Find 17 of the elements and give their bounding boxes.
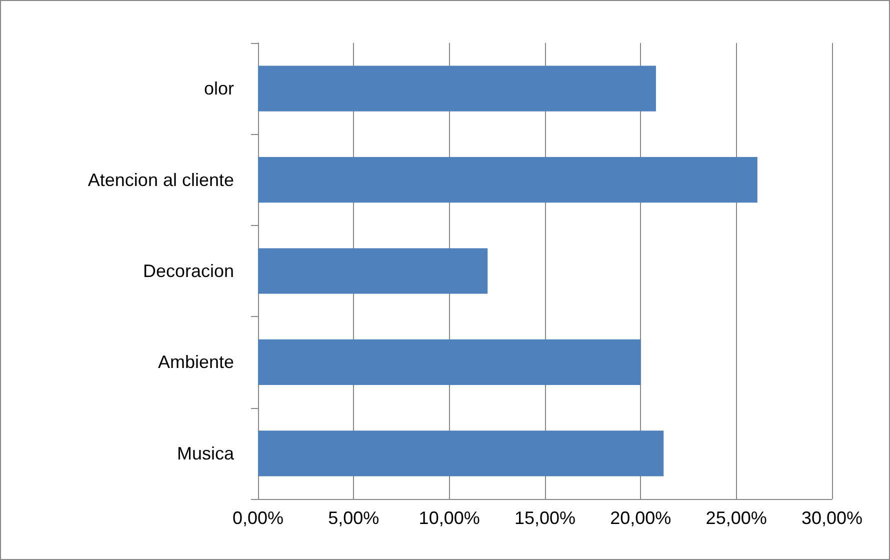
- x-tick-label: 30,00%: [801, 508, 863, 528]
- x-tick-label: 10,00%: [418, 508, 480, 528]
- bar: [258, 430, 664, 476]
- x-tick-label: 5,00%: [328, 508, 380, 528]
- bar: [258, 248, 488, 294]
- x-tick-label: 0,00%: [232, 508, 284, 528]
- y-tick-label: Decoracion: [142, 261, 234, 281]
- y-tick-label: Musica: [176, 443, 235, 464]
- bar: [258, 157, 758, 203]
- bar: [258, 339, 641, 385]
- x-tick-label: 20,00%: [610, 508, 672, 528]
- bar: [258, 66, 656, 112]
- y-tick-label: Ambiente: [158, 352, 234, 372]
- y-tick-label: olor: [204, 78, 234, 99]
- x-tick-label: 25,00%: [706, 508, 767, 528]
- y-tick-label: Atencion al cliente: [88, 170, 234, 190]
- x-tick-label: 15,00%: [514, 508, 576, 528]
